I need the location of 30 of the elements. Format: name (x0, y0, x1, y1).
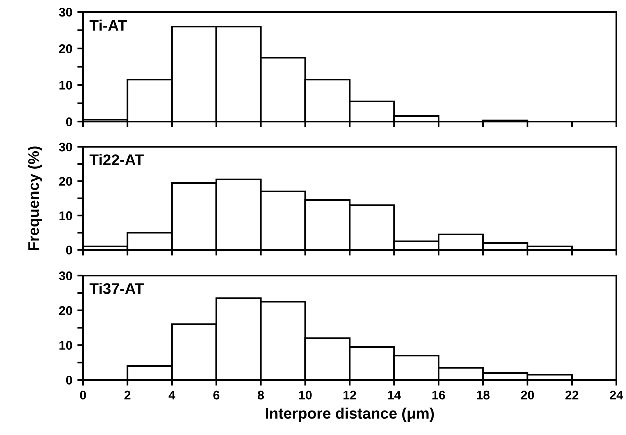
chart-title: Ti37-AT (90, 283, 144, 294)
y-tick-label: 30 (59, 142, 72, 152)
y-axis-title: Frequency (%) (28, 146, 42, 250)
y-tick-label: 10 (60, 81, 72, 90)
x-tick-label: 2 (124, 390, 131, 400)
x-axis-title: Interpore distance (μm) (266, 408, 434, 422)
y-tick-label: 20 (59, 306, 72, 316)
x-tick-label: 14 (388, 391, 402, 400)
y-tick-label: 20 (59, 177, 72, 186)
x-tick-label: 24 (610, 390, 624, 400)
y-tick-label: 30 (59, 8, 72, 17)
x-tick-label: 12 (344, 390, 356, 400)
y-tick-label: 20 (59, 44, 72, 54)
y-tick-label: 30 (59, 272, 72, 280)
x-tick-label: 22 (566, 390, 579, 400)
chart-title: Ti22-AT (90, 154, 144, 166)
y-tick-label: 10 (60, 341, 72, 350)
chart-title: Ti-AT (90, 20, 128, 31)
x-tick-label: 6 (214, 390, 220, 400)
y-tick-label: 10 (60, 212, 72, 220)
x-tick-label: 8 (258, 390, 264, 400)
y-tick-label: 0 (66, 118, 72, 126)
y-tick-label: 0 (66, 246, 72, 255)
x-tick-label: 10 (299, 390, 312, 400)
x-tick-label: 4 (168, 391, 176, 400)
y-tick-label: 0 (66, 376, 72, 385)
x-tick-label: 0 (80, 390, 86, 400)
x-tick-label: 18 (477, 390, 490, 400)
x-tick-label: 16 (432, 390, 446, 400)
x-tick-label: 20 (521, 390, 534, 400)
